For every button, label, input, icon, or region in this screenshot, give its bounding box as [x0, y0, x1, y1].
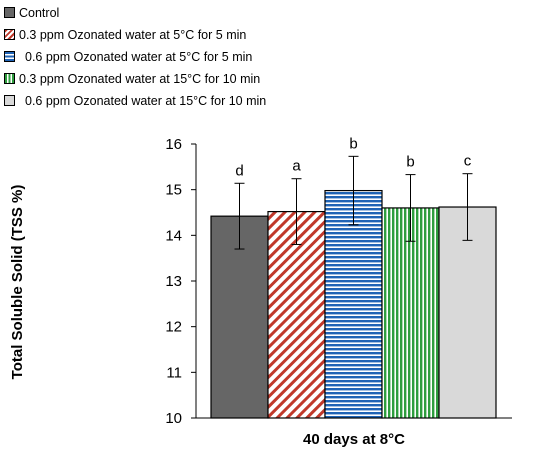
- legend-label: 0.6 ppm Ozonated water at 15°C for 10 mi…: [25, 94, 267, 108]
- significance-letter: a: [292, 158, 301, 175]
- y-tick-label: 14: [165, 227, 182, 244]
- bar: [324, 189, 383, 419]
- legend-swatch-control: [4, 7, 15, 18]
- y-axis-label: Total Soluble Solid (TSS %): [9, 185, 26, 380]
- y-tick-label: 11: [166, 364, 182, 381]
- legend-swatch-red: [4, 29, 15, 40]
- legend-label: 0.6 ppm Ozonated water at 5°C for 5 min: [25, 50, 253, 64]
- bar: [210, 215, 269, 419]
- y-tick-label: 13: [165, 273, 182, 290]
- bar: [381, 207, 440, 419]
- significance-letter: c: [464, 153, 472, 170]
- legend-label: 0.3 ppm Ozonated water at 5°C for 5 min: [19, 28, 247, 42]
- significance-letter: d: [235, 162, 243, 179]
- legend-label: 0.3 ppm Ozonated water at 15°C for 10 mi…: [19, 72, 261, 86]
- legend-label: Control: [19, 6, 60, 20]
- x-axis-label: 40 days at 8°C: [303, 431, 405, 448]
- bar: [438, 206, 497, 419]
- legend-swatch-light-gray: [4, 95, 15, 106]
- legend-swatch-green: [4, 73, 15, 84]
- significance-letter: b: [349, 135, 357, 152]
- y-tick-label: 16: [165, 136, 182, 153]
- y-tick-label: 15: [165, 182, 182, 199]
- y-tick-label: 10: [165, 410, 182, 427]
- y-tick-label: 12: [165, 319, 182, 336]
- legend-swatch-blue: [4, 51, 15, 62]
- significance-letter: b: [406, 154, 414, 171]
